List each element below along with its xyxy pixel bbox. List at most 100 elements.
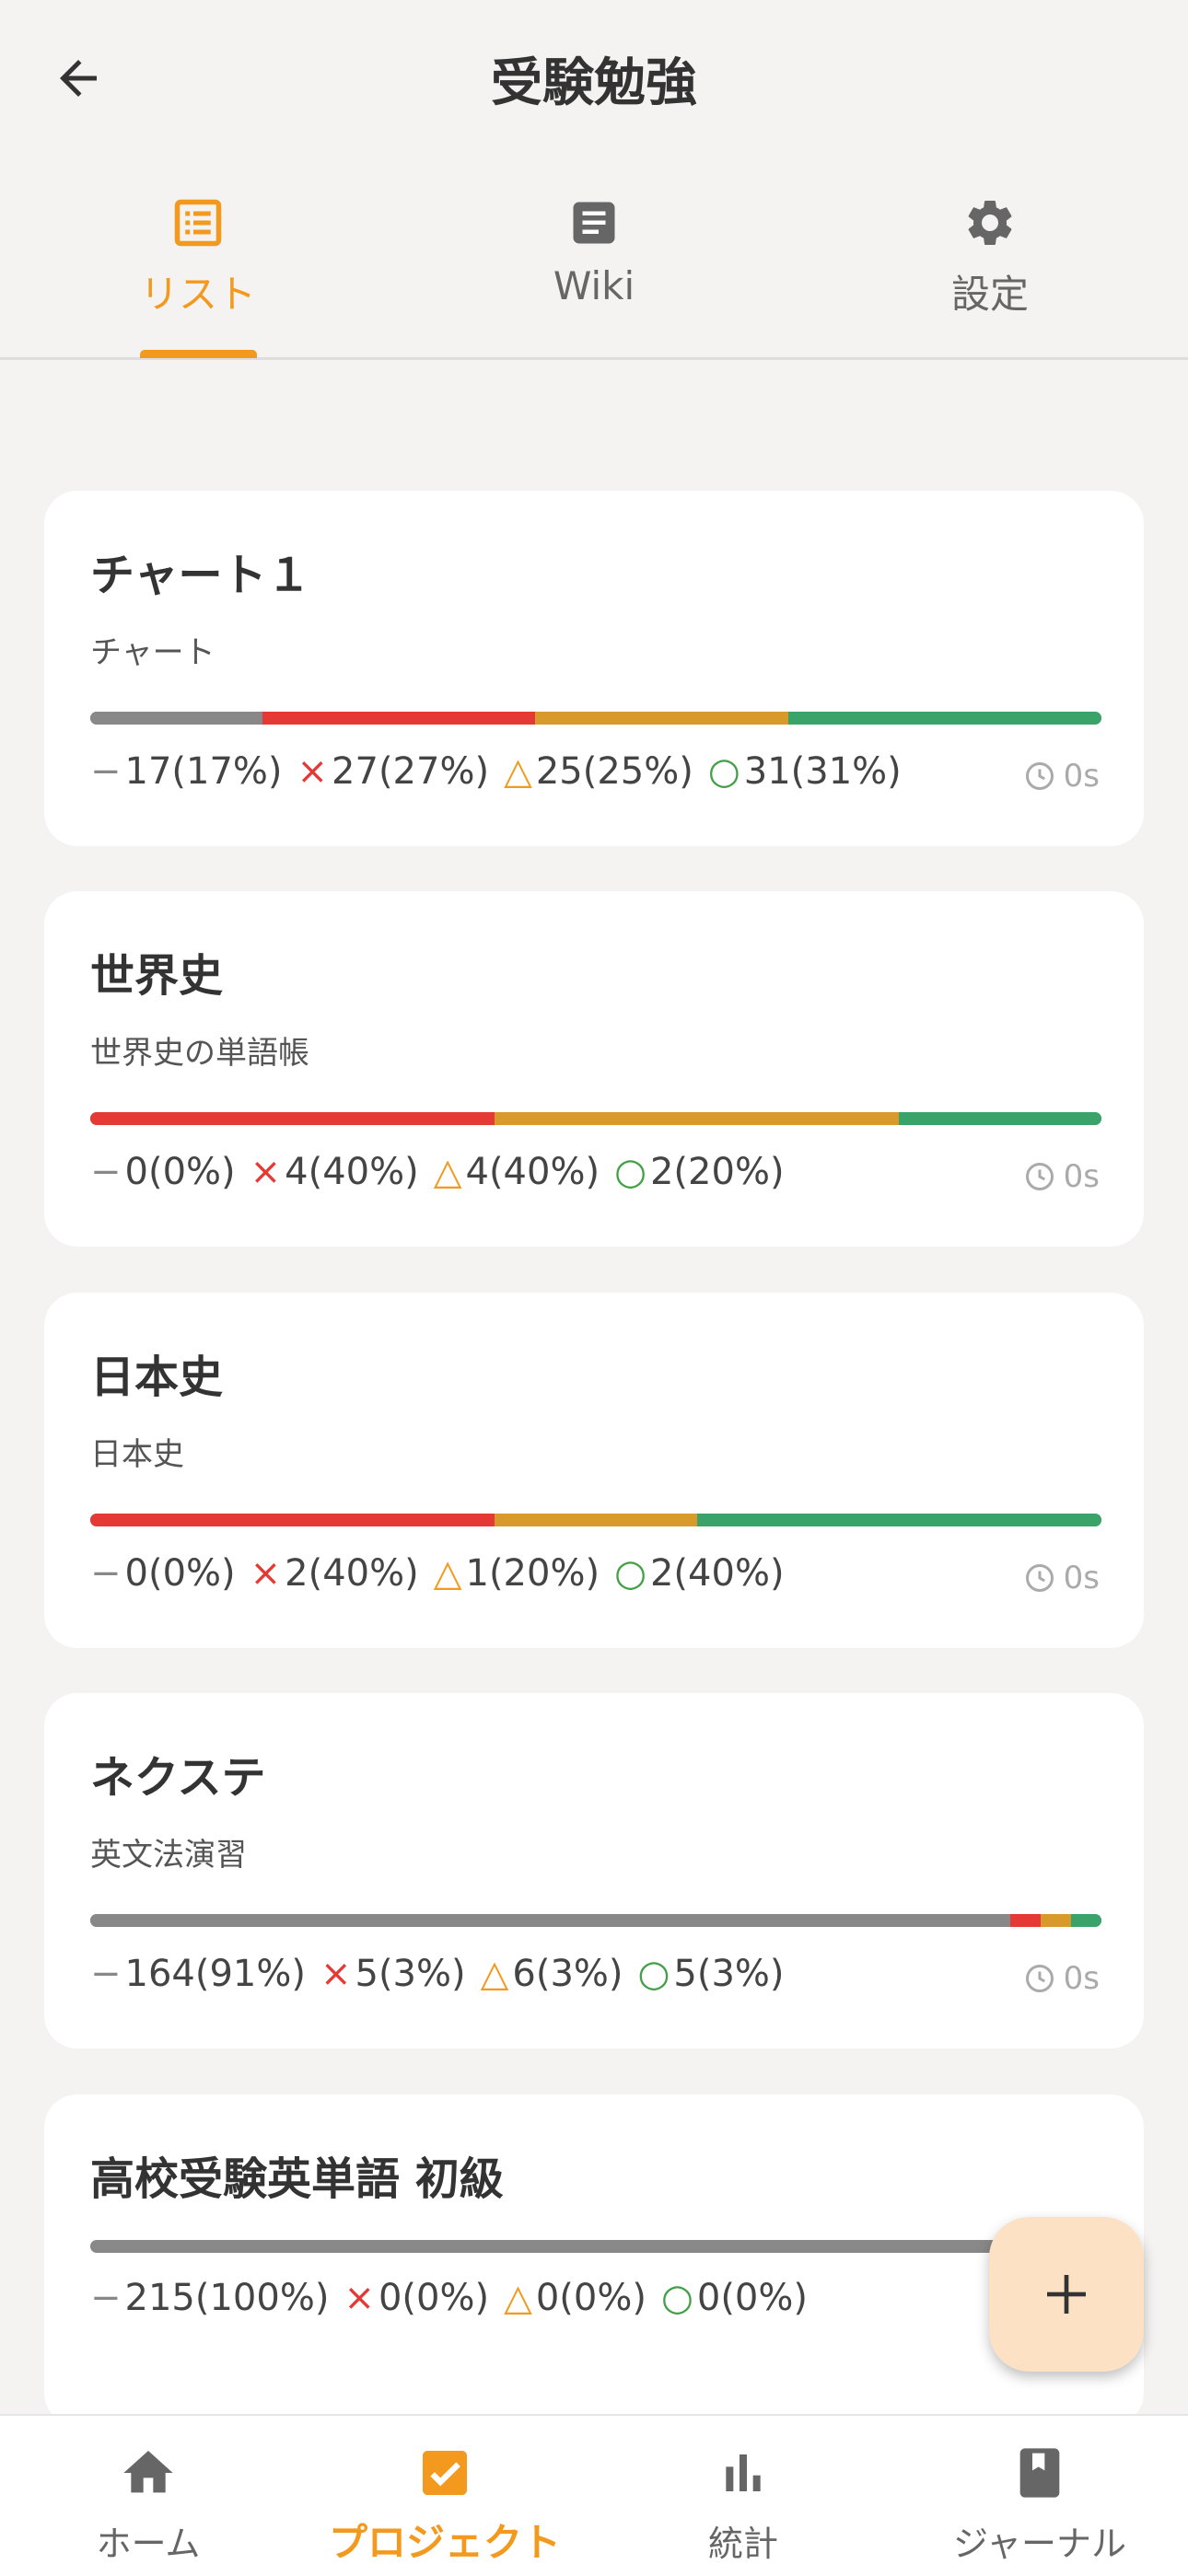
list-icon [174, 199, 222, 247]
back-button[interactable] [37, 37, 120, 120]
bar-segment-partial [495, 1514, 697, 1526]
stat-wrong: × 5(3%) [320, 1953, 466, 1995]
study-time: 0s [1023, 758, 1100, 795]
stat-wrong-value: 5(3%) [355, 1953, 466, 1995]
home-icon [123, 2451, 173, 2493]
bar-segment-wrong [90, 1514, 495, 1526]
bar-segment-correct [899, 1112, 1101, 1125]
triangle-icon: △ [504, 750, 532, 793]
dash-icon: − [90, 1552, 122, 1595]
bar-segment-correct [787, 712, 1101, 725]
add-button[interactable] [989, 2217, 1144, 2372]
study-time: 0s [1023, 1960, 1100, 1997]
project-card[interactable]: 世界史 世界史の単語帳 −0(0%) × 4(40%) △ 4(40%) ○ 2(20%) 0s [44, 891, 1144, 1247]
tab-settings[interactable]: 設定 [852, 195, 1128, 357]
study-time-value: 0s [1063, 758, 1100, 795]
stat-none-value: 164(91%) [124, 1953, 306, 1995]
card-title: 日本史 [90, 1352, 224, 1403]
plus-icon [1047, 2275, 1086, 2314]
bar-segment-partial [535, 712, 788, 725]
stat-wrong-value: 2(40%) [285, 1552, 419, 1595]
stat-partial: △ 1(20%) [434, 1552, 600, 1595]
stat-partial-value: 4(40%) [465, 1151, 600, 1193]
card-subtitle: 世界史の単語帳 [90, 1035, 309, 1072]
stat-partial: △ 4(40%) [434, 1151, 600, 1193]
bar-segment-none [90, 2240, 1101, 2253]
nav-project[interactable]: プロジェクト [307, 2443, 583, 2568]
nav-stats-label: 統計 [707, 2524, 778, 2564]
active-tab-indicator [140, 350, 257, 358]
stats-row: −164(91%) × 5(3%) △ 6(3%) ○ 5(3%) [90, 1953, 799, 1995]
triangle-icon: △ [433, 1552, 462, 1595]
cross-icon: × [250, 1552, 282, 1595]
progress-bar [90, 1112, 1101, 1125]
stat-correct: ○ 5(3%) [638, 1953, 785, 1995]
nav-stats[interactable]: 統計 [605, 2443, 881, 2566]
progress-bar [90, 2240, 1101, 2253]
nav-journal-label: ジャーナル [952, 2524, 1127, 2564]
project-card[interactable]: 日本史 日本史 −0(0%) × 2(40%) △ 1(20%) ○ 2(40%) 0s [44, 1293, 1144, 1648]
study-time-value: 0s [1063, 1158, 1100, 1195]
project-card[interactable]: ネクステ 英文法演習 −164(91%) × 5(3%) △ 6(3%) ○ 5(3%) 0s [44, 1693, 1144, 2048]
bar-segment-wrong [262, 712, 536, 725]
stat-none-value: 215(100%) [124, 2277, 330, 2319]
checkbox-icon [423, 2451, 467, 2495]
card-subtitle: 英文法演習 [90, 1837, 247, 1874]
stat-wrong-value: 4(40%) [285, 1151, 419, 1193]
triangle-icon: △ [480, 1953, 509, 1995]
nav-home[interactable]: ホーム [10, 2443, 286, 2566]
stat-partial-value: 25(25%) [535, 750, 693, 793]
stat-none: −215(100%) [90, 2277, 329, 2319]
bar-segment-wrong [90, 1112, 495, 1125]
card-title: 世界史 [90, 950, 224, 1002]
stat-correct: ○ 2(40%) [614, 1552, 784, 1595]
back-arrow-icon [60, 60, 97, 97]
stat-wrong-value: 27(27%) [332, 750, 490, 793]
bar-segment-correct [696, 1514, 1101, 1526]
cross-icon: × [250, 1151, 282, 1193]
card-subtitle: 日本史 [90, 1436, 184, 1473]
stat-none: −164(91%) [90, 1953, 306, 1995]
bar-segment-partial [495, 1112, 900, 1125]
stat-partial-value: 1(20%) [465, 1552, 600, 1595]
stat-none: −17(17%) [90, 750, 283, 793]
stats-row: −17(17%) × 27(27%) △ 25(25%) ○ 31(31%) [90, 750, 916, 793]
study-time-value: 0s [1063, 1960, 1100, 1997]
stats-row: −0(0%) × 2(40%) △ 1(20%) ○ 2(40%) [90, 1552, 799, 1595]
nav-project-label: プロジェクト [328, 2520, 561, 2565]
tab-list[interactable]: リスト [60, 195, 336, 357]
tab-list-label: リスト [139, 272, 256, 317]
clock-icon [1025, 1564, 1054, 1592]
stat-none-value: 17(17%) [124, 750, 283, 793]
circle-icon: ○ [614, 1552, 646, 1595]
nav-journal[interactable]: ジャーナル [902, 2443, 1178, 2566]
tab-settings-label: 設定 [950, 272, 1029, 317]
gear-icon [968, 200, 1012, 245]
stats-row: −215(100%) × 0(0%) △ 0(0%) ○ 0(0%) [90, 2277, 822, 2319]
stat-none-value: 0(0%) [124, 1552, 236, 1595]
progress-bar [90, 712, 1101, 725]
dash-icon: − [90, 1953, 122, 1995]
stat-partial-value: 6(3%) [512, 1953, 623, 1995]
clock-icon [1025, 762, 1054, 790]
study-time: 0s [1023, 1560, 1100, 1596]
top-bar: 受験勉強 [0, 0, 1188, 157]
cross-icon: × [344, 2277, 375, 2319]
project-card[interactable]: チャート１ チャート −17(17%) × 27(27%) △ 25(25%) ○ 31(31%… [44, 491, 1144, 846]
stat-wrong: × 4(40%) [250, 1151, 419, 1193]
circle-icon: ○ [637, 1953, 670, 1995]
stat-wrong: × 2(40%) [250, 1552, 419, 1595]
stat-correct: ○ 31(31%) [708, 750, 902, 793]
progress-bar [90, 1514, 1101, 1526]
stats-row: −0(0%) × 4(40%) △ 4(40%) ○ 2(20%) [90, 1151, 799, 1193]
dash-icon: − [90, 1151, 122, 1193]
page-title: 受験勉強 [491, 53, 697, 113]
stat-partial: △ 6(3%) [481, 1953, 623, 1995]
clock-icon [1025, 1163, 1054, 1190]
circle-icon: ○ [614, 1151, 646, 1193]
stat-none: −0(0%) [90, 1552, 236, 1595]
tab-wiki[interactable]: Wiki [456, 195, 732, 357]
card-title: チャート１ [90, 550, 311, 601]
tab-wiki-label: Wiki [553, 263, 635, 308]
project-card[interactable]: 高校受験英単語 初級 −215(100%) × 0(0%) △ 0(0%) ○ 0(0%) [44, 2094, 1144, 2426]
